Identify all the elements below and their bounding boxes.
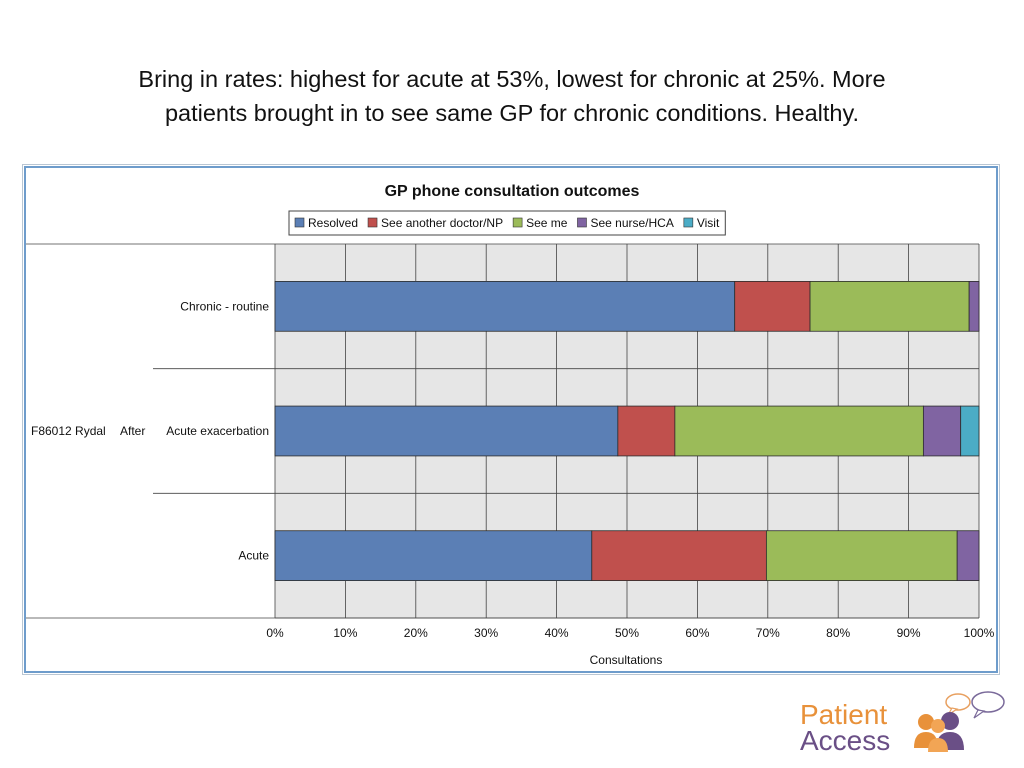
slide-title-line-1: Bring in rates: highest for acute at 53%… [138,66,886,92]
x-tick-label-3: 30% [474,626,498,640]
x-axis-label: Consultations [590,653,663,667]
bar-2-0 [809,281,970,332]
slide-title: Bring in rates: highest for acute at 53%… [60,62,964,130]
x-tick-label-10: 100% [964,626,995,640]
legend-label-3: See nurse/HCA [590,216,673,230]
bar-0-1 [274,405,619,457]
chart-title: GP phone consultation outcomes [385,183,640,200]
bar-1-2 [591,530,767,582]
x-tick-label-9: 90% [897,626,921,640]
legend-box [288,210,726,236]
bar-1-1 [617,405,676,457]
legend-swatch-4 [683,217,694,228]
bar-0-0 [274,281,736,332]
x-tick-label-5: 50% [615,626,639,640]
x-tick-label-6: 60% [685,626,709,640]
bar-0-2 [274,530,593,582]
group-label-period: After [120,424,145,438]
people-chat-icon [914,691,1005,752]
legend-swatch-2 [512,217,523,228]
x-tick-label-8: 80% [826,626,850,640]
bar-2-1 [674,405,924,457]
legend-swatch-1 [367,217,378,228]
logo-text-patient: Patient [800,699,888,730]
bar-3-0 [968,281,980,332]
stacked-bar-chart: GP phone consultation outcomes Resolved S… [26,183,995,667]
slide-title-line-2: patients brought in to see same GP for c… [164,100,860,126]
legend-label-2: See me [526,216,568,230]
legend-swatch-0 [294,217,305,228]
chart-frame: GP phone consultation outcomes Resolved S… [24,166,998,673]
bar-4-1 [960,405,980,457]
bar-3-2 [956,530,980,582]
x-tick-label-0: 0% [266,626,284,640]
legend-label-0: Resolved [308,216,358,230]
logo-text-access: Access [800,725,891,756]
category-label-1: Acute exacerbation [166,424,269,438]
bar-1-0 [734,281,811,332]
chart-legend: Resolved See another doctor/NP See me See n… [288,210,726,236]
legend-label-4: Visit [697,216,720,230]
x-tick-label-2: 20% [404,626,428,640]
x-tick-label-4: 40% [545,626,569,640]
group-label-practice: F86012 Rydal [31,424,106,438]
bar-2-2 [765,530,958,582]
x-tick-label-7: 70% [756,626,780,640]
category-label-2: Acute [238,549,269,563]
bar-3-1 [922,405,962,457]
legend-swatch-3 [577,217,587,228]
legend-label-1: See another doctor/NP [381,216,503,230]
plot-area: 0% 10% 20% 30% 40% 50% 60% 70% 80% 90% 100% Chronic… [26,243,995,640]
chart-frame-outline [22,164,1000,675]
x-tick-label-1: 10% [333,626,357,640]
category-label-0: Chronic - routine [180,299,269,313]
